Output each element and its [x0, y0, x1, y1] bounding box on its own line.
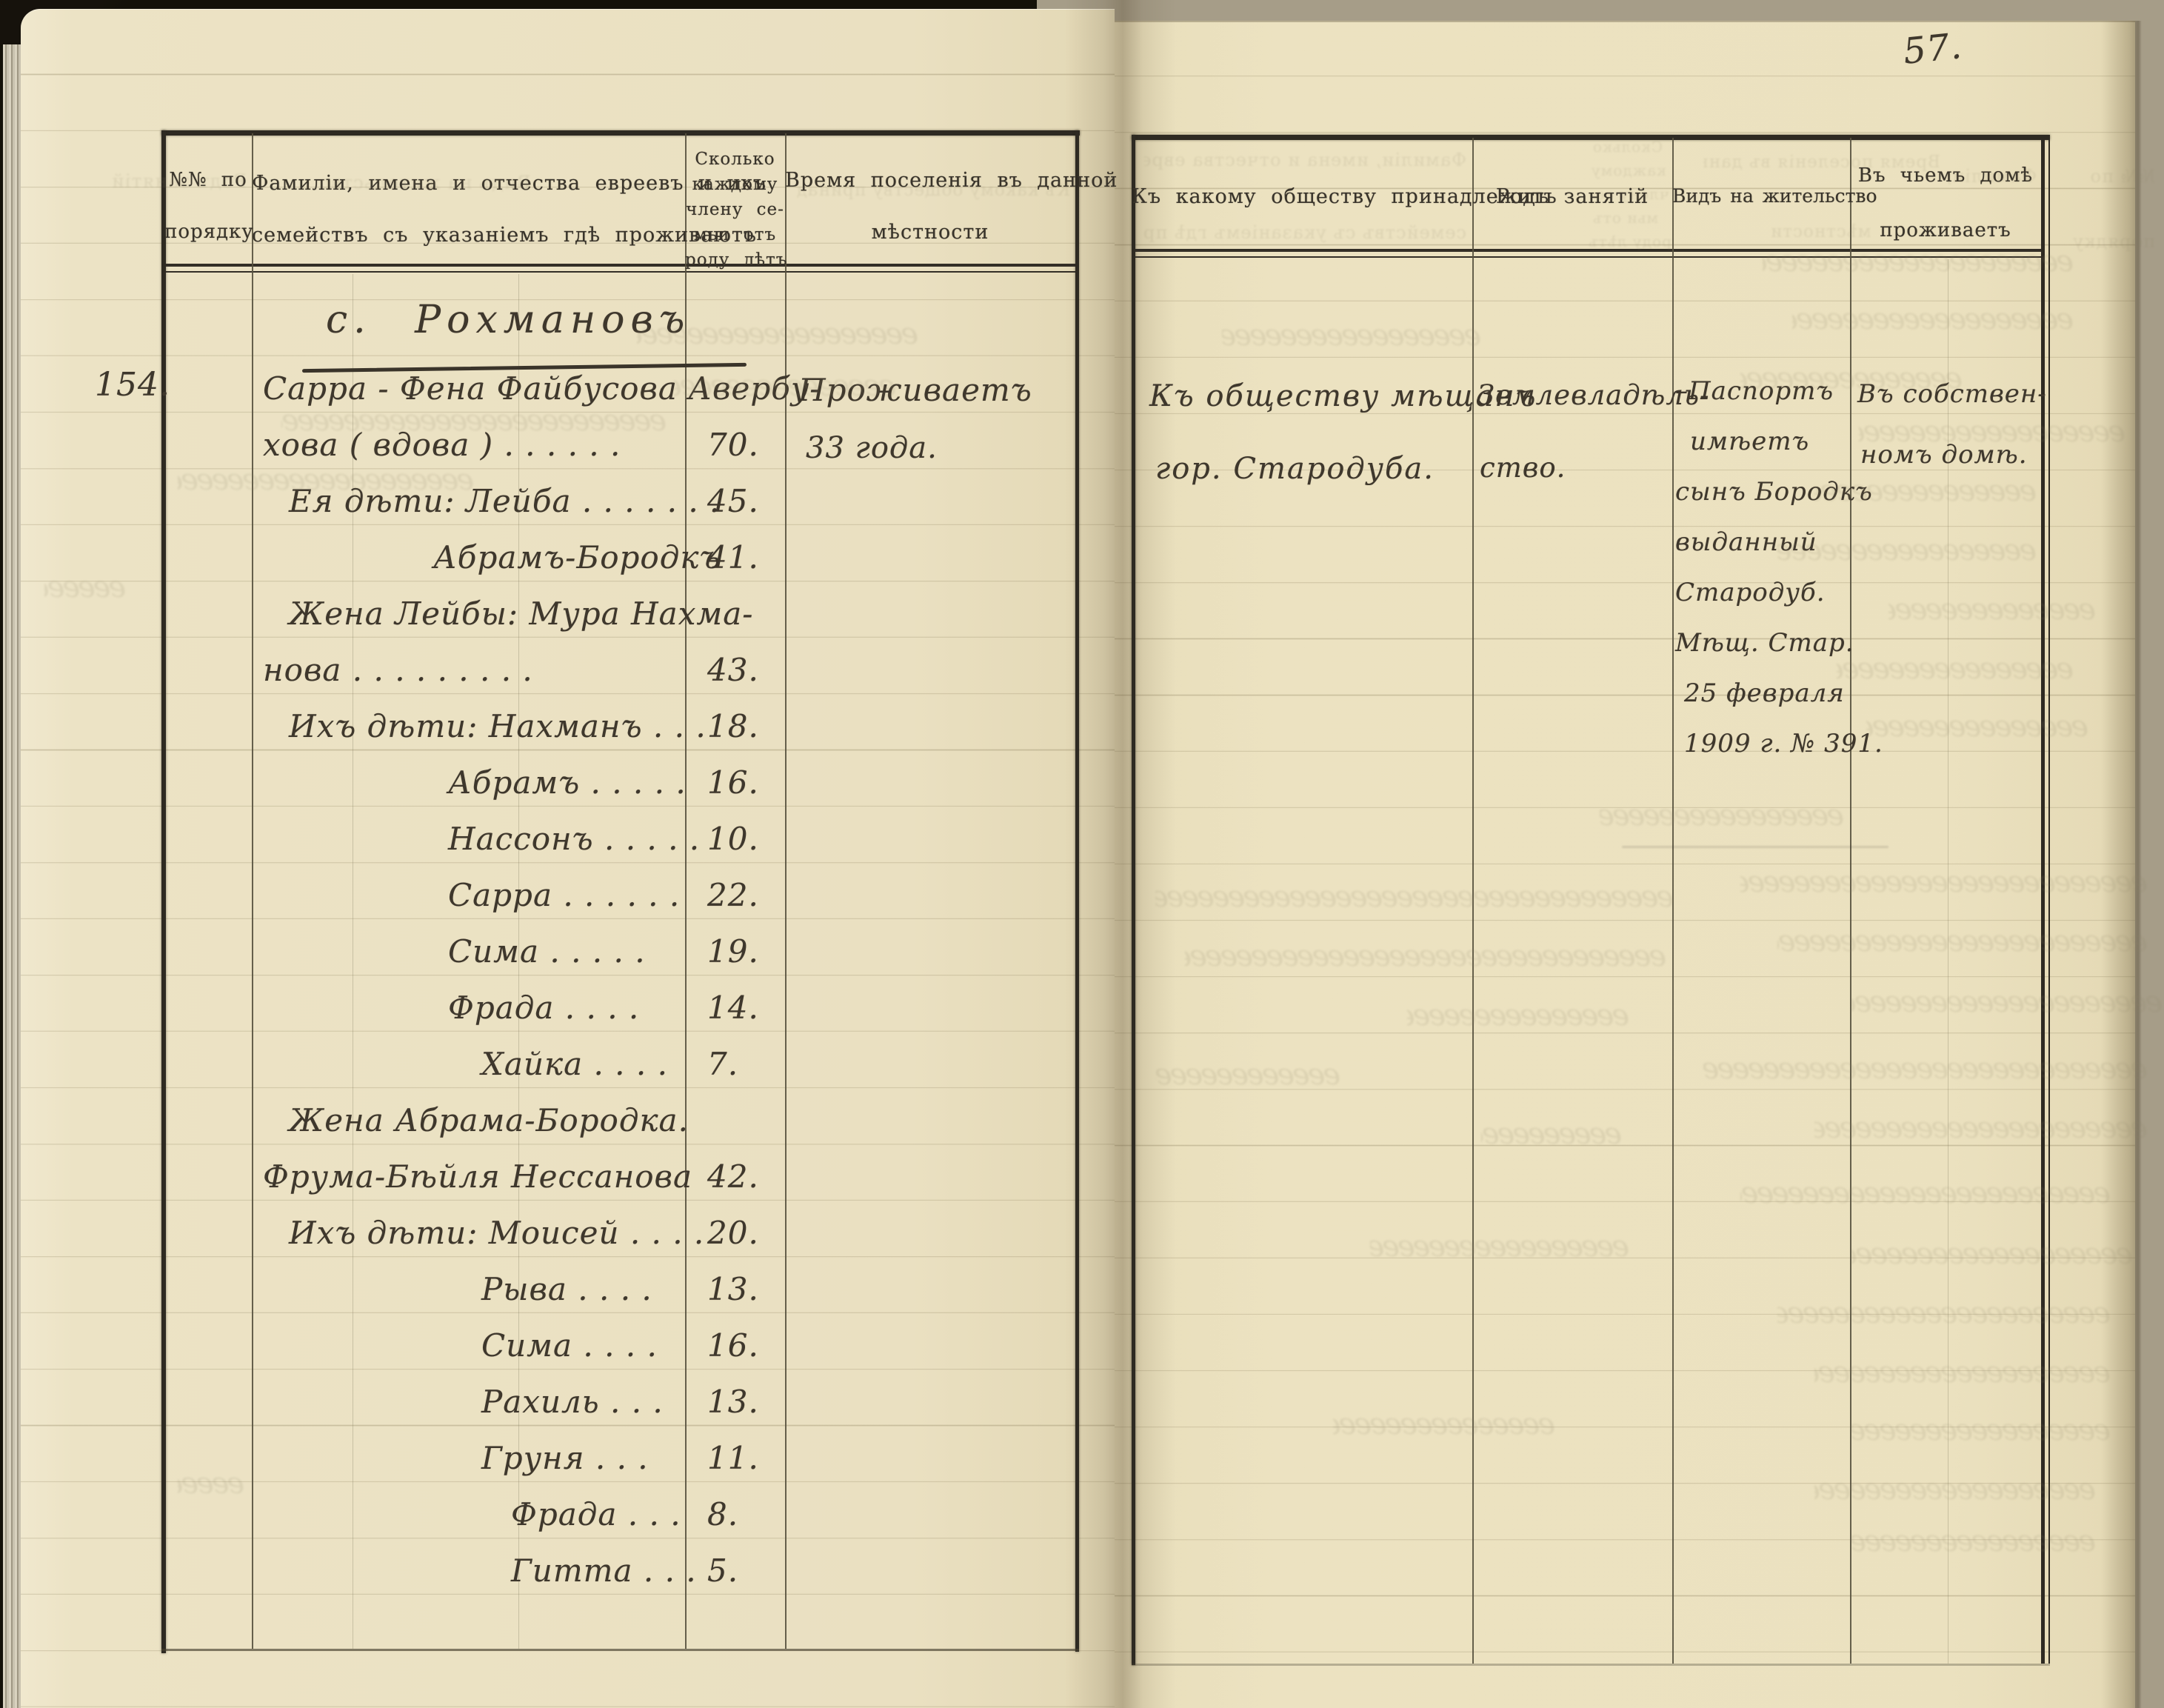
- right-page: [1115, 21, 2135, 1708]
- header-age-2: каждому: [692, 175, 778, 194]
- header-number-2: порядку: [164, 221, 254, 243]
- society-line: Къ обществу мѣщанъ: [1149, 379, 1537, 413]
- settlement-line: Проживаетъ: [798, 372, 1032, 408]
- left-faint-rule-2: [518, 274, 519, 1649]
- occupation-line: ство.: [1480, 452, 1566, 484]
- left-page: [21, 9, 1115, 1708]
- header-age-4: мьи отъ: [693, 225, 777, 244]
- house-line: Въ собствен-: [1857, 379, 2047, 409]
- showthrough-underline: [1622, 846, 1889, 848]
- society-line: гор. Стародуба.: [1155, 452, 1435, 486]
- header-names: Фамиліи, имена и отчества евреевъ и ихъ: [252, 172, 767, 195]
- right-col-line-1: [1472, 138, 1474, 1664]
- left-col-line-2: [685, 133, 687, 1649]
- right-table-border-bottom: [1132, 1664, 2050, 1666]
- left-table-border-top: [161, 130, 1080, 136]
- header-permit: Видъ на жительство: [1672, 185, 1877, 207]
- left-col-line-3: [785, 133, 787, 1649]
- left-table-border-right: [1075, 130, 1079, 1652]
- header-names-2: семействъ съ указаніемъ гдѣ проживаютъ: [252, 224, 757, 247]
- header-house-2: проживаетъ: [1880, 219, 2011, 241]
- header-age-3: члену се-: [686, 200, 784, 219]
- left-table-border-left: [161, 130, 166, 1653]
- right-col-line-3: [1850, 138, 1851, 1664]
- occupation-line: Землевладѣль-: [1477, 379, 1710, 411]
- right-header-separator: [1135, 249, 2041, 258]
- right-table-border-left: [1132, 135, 1135, 1665]
- section-heading: с. Рохмановъ: [326, 298, 691, 342]
- header-society: Къ какому обществу принадлежитъ: [1132, 185, 1557, 208]
- right-col-line-2: [1672, 138, 1674, 1664]
- header-occupation: Родъ занятій: [1495, 185, 1649, 208]
- header-settled-2: мѣстности: [871, 221, 989, 244]
- left-table-border-bottom: [161, 1649, 1079, 1651]
- entry-number: 154.: [95, 366, 170, 404]
- header-house: Въ чьемъ домѣ: [1857, 164, 2034, 187]
- header-age-1: Сколько: [695, 150, 775, 169]
- house-line: номъ домѣ.: [1860, 440, 2028, 470]
- settlement-line: 33 года.: [806, 431, 938, 465]
- right-table-border-right: [2041, 135, 2050, 1664]
- page-number: 57.: [1901, 25, 1965, 73]
- header-number: №№ по: [169, 169, 247, 191]
- left-col-line-1: [252, 133, 253, 1649]
- left-header-separator: [166, 264, 1075, 273]
- right-table-border-top: [1132, 135, 2050, 140]
- header-age-5: роду лѣтъ: [685, 250, 788, 270]
- header-settled: Время поселенія въ данной: [785, 169, 1118, 192]
